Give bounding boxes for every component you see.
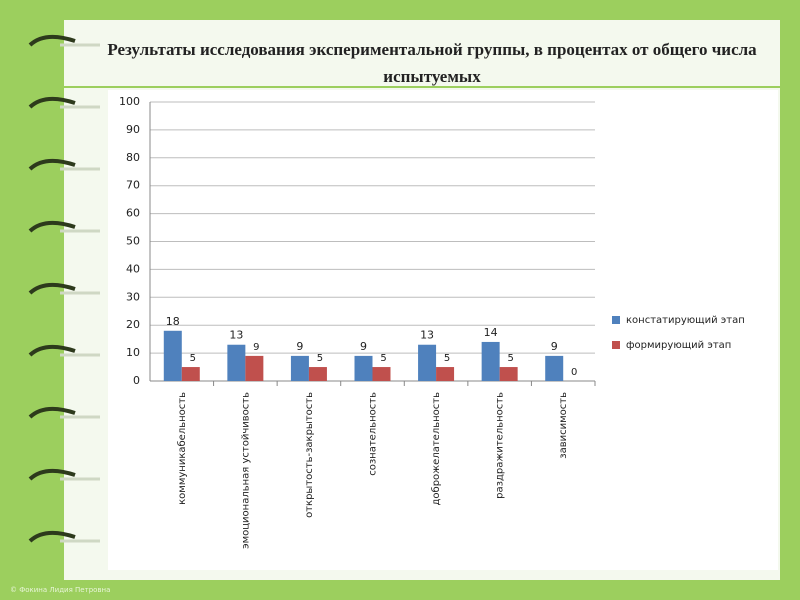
ring [28,282,76,295]
bar [290,355,309,381]
footer: © Фокина Лидия Петровна [10,586,111,594]
bar [481,341,500,381]
bar [227,344,246,381]
data-label: 9 [296,340,303,353]
y-tick-label: 90 [126,123,140,136]
title-rule [64,86,780,88]
y-tick-label: 20 [126,318,140,331]
legend-swatch [612,316,620,324]
data-label: 0 [571,367,577,378]
x-tick-label: доброжелательность [431,392,442,506]
bar [545,355,564,381]
bar [436,367,455,381]
data-label: 13 [420,329,434,342]
bar [308,367,327,381]
legend-swatch [612,341,620,349]
ring [28,220,76,233]
legend-label: формирующий этап [626,340,731,351]
legend-label: констатирующий этап [626,315,745,326]
data-label: 9 [253,342,259,353]
ring [28,406,76,419]
ring [28,468,76,481]
ring [28,34,76,47]
ring [28,344,76,357]
x-tick-label: зависимость [558,392,569,459]
ring [28,96,76,109]
x-tick-label: эмоциональная устойчивость [240,392,251,549]
y-tick-label: 40 [126,262,140,275]
data-label: 5 [190,353,196,364]
data-label: 5 [444,353,450,364]
y-tick-label: 30 [126,290,140,303]
y-tick-label: 10 [126,346,140,359]
ring [28,530,76,543]
data-label: 18 [166,315,180,328]
data-label: 5 [507,353,513,364]
bar [418,344,437,381]
y-tick-label: 0 [133,374,140,387]
y-tick-label: 80 [126,151,140,164]
bar [372,367,391,381]
x-tick-label: сознательность [368,392,379,476]
chart-title: Результаты исследования экспериментально… [107,40,757,86]
x-tick-label: коммуникабельность [177,392,188,505]
data-label: 13 [229,329,243,342]
bar [163,330,182,381]
chart-area [108,90,778,570]
x-tick-label: раздражительность [495,392,506,499]
data-label: 14 [484,326,498,339]
data-label: 5 [317,353,323,364]
bar [181,367,200,381]
data-label: 9 [551,340,558,353]
y-tick-label: 70 [126,179,140,192]
y-tick-label: 60 [126,207,140,220]
x-tick-label: открытость-закрытость [304,392,315,518]
data-label: 9 [360,340,367,353]
ring [28,158,76,171]
y-tick-label: 100 [119,95,140,108]
spiral-rings [28,34,100,543]
data-label: 5 [380,353,386,364]
bar [354,355,373,381]
bar [499,367,518,381]
y-tick-label: 50 [126,235,140,248]
bar [245,355,264,381]
